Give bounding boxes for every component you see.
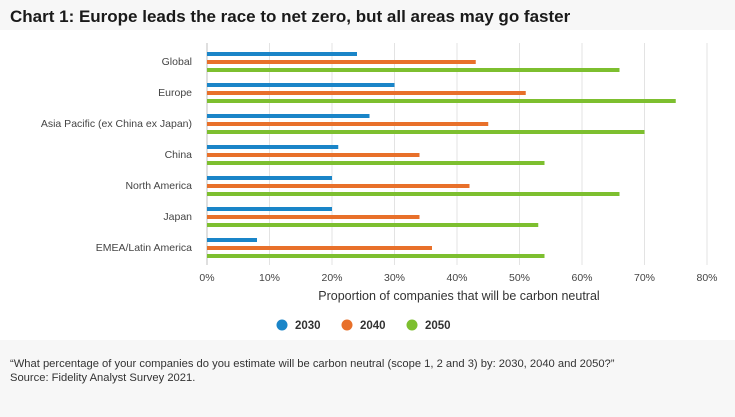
legend-swatch-2030 — [276, 319, 288, 331]
bar-2050-global — [207, 68, 620, 72]
bar-2050-europe — [207, 99, 676, 103]
x-tick-label: 80% — [696, 272, 717, 284]
source-note: Source: Fidelity Analyst Survey 2021. — [10, 372, 196, 384]
bar-2050-china — [207, 161, 545, 165]
bar-2040-china — [207, 153, 420, 157]
survey-question: “What percentage of your companies do yo… — [10, 358, 615, 370]
x-tick-label: 30% — [384, 272, 405, 284]
bar-2040-japan — [207, 215, 420, 219]
bar-2040-emea-latin-america — [207, 246, 432, 250]
legend-swatch-2050 — [406, 319, 418, 331]
bar-2050-japan — [207, 223, 539, 227]
category-label: Europe — [158, 87, 192, 99]
legend-label-2040: 2040 — [360, 320, 386, 332]
bar-2040-north-america — [207, 184, 470, 188]
x-axis-label: Proportion of companies that will be car… — [318, 289, 599, 303]
x-tick-label: 20% — [321, 272, 342, 284]
category-label: China — [165, 149, 193, 161]
x-tick-label: 50% — [509, 272, 530, 284]
chart-title: Chart 1: Europe leads the race to net ze… — [10, 7, 571, 26]
category-label: Japan — [163, 211, 192, 223]
bar-2030-europe — [207, 83, 395, 87]
bar-2040-global — [207, 60, 476, 64]
bar-2050-asia-pacific-ex-china-ex-japan- — [207, 130, 645, 134]
category-label: North America — [125, 180, 192, 192]
x-tick-label: 0% — [199, 272, 214, 284]
footnote: “What percentage of your companies do yo… — [10, 357, 615, 385]
legend-label-2030: 2030 — [295, 320, 321, 332]
bar-2040-asia-pacific-ex-china-ex-japan- — [207, 122, 489, 126]
category-label: Asia Pacific (ex China ex Japan) — [41, 118, 192, 130]
x-tick-label: 60% — [571, 272, 592, 284]
bar-2030-china — [207, 145, 339, 149]
bar-2050-emea-latin-america — [207, 254, 545, 258]
x-tick-label: 40% — [446, 272, 467, 284]
x-tick-label: 70% — [634, 272, 655, 284]
bar-2030-global — [207, 52, 357, 56]
bar-2040-europe — [207, 91, 526, 95]
legend-swatch-2040 — [341, 319, 353, 331]
legend-label-2050: 2050 — [425, 320, 451, 332]
bar-2030-north-america — [207, 176, 332, 180]
category-label: Global — [162, 56, 192, 68]
bar-2030-japan — [207, 207, 332, 211]
x-tick-label: 10% — [259, 272, 280, 284]
bar-2030-emea-latin-america — [207, 238, 257, 242]
bar-chart: 0% 10% 20% 30% 40% 50% 60% 70% 80% Global Europe As… — [41, 43, 718, 332]
category-label: EMEA/Latin America — [96, 242, 192, 254]
bar-2030-asia-pacific-ex-china-ex-japan- — [207, 114, 370, 118]
bar-2050-north-america — [207, 192, 620, 196]
